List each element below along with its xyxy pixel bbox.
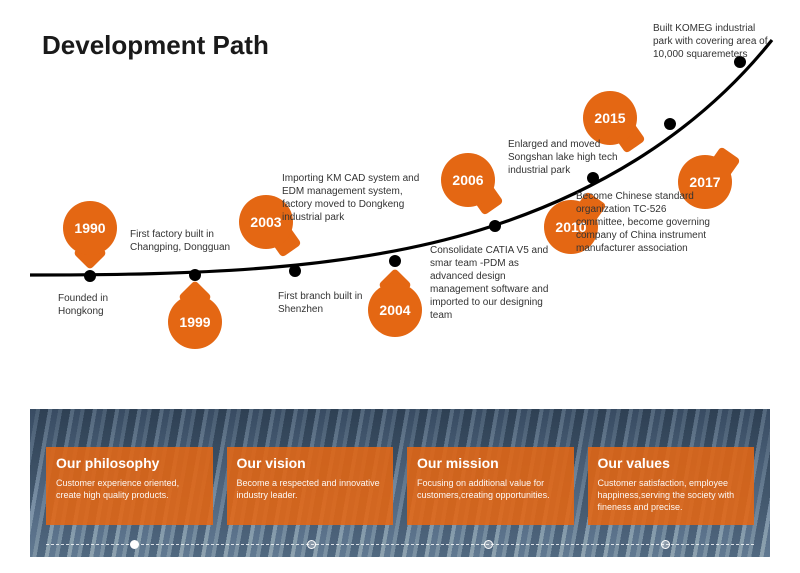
footer-banner: Our philosophy Customer experience orient… <box>30 409 770 557</box>
timeline-pin-1990: 1990 <box>63 201 117 255</box>
carousel-dots <box>46 537 754 551</box>
value-card-title: Our mission <box>417 455 564 471</box>
pin-year-label: 1990 <box>63 201 117 255</box>
timeline-description: Consolidate CATIA V5 and smar team -PDM … <box>430 244 558 322</box>
timeline-node <box>664 118 676 130</box>
timeline-description: Built KOMEG industrial park with coverin… <box>653 22 773 61</box>
value-card-body: Become a respected and innovative indust… <box>237 477 384 501</box>
timeline: 19901999200320042006201020152017 Founded… <box>0 0 800 395</box>
pin-year-label: 2015 <box>583 91 637 145</box>
pin-year-label: 1999 <box>168 295 222 349</box>
value-card-title: Our values <box>598 455 745 471</box>
carousel-dot[interactable] <box>307 540 316 549</box>
timeline-description: First branch built in Shenzhen <box>278 290 378 316</box>
timeline-description: Founded in Hongkong <box>58 292 148 318</box>
value-card-title: Our philosophy <box>56 455 203 471</box>
timeline-pin-2006: 2006 <box>441 153 495 207</box>
carousel-dot[interactable] <box>484 540 493 549</box>
value-card: Our philosophy Customer experience orient… <box>46 447 213 525</box>
value-card: Our vision Become a respected and innovat… <box>227 447 394 525</box>
timeline-node <box>389 255 401 267</box>
timeline-pin-2015: 2015 <box>583 91 637 145</box>
value-card-title: Our vision <box>237 455 384 471</box>
timeline-description: First factory built in Changping, Donggu… <box>130 228 240 254</box>
cards-row: Our philosophy Customer experience orient… <box>46 447 754 525</box>
pin-year-label: 2006 <box>441 153 495 207</box>
page: Development Path 19901999200320042006201… <box>0 0 800 573</box>
value-card-body: Customer satisfaction, employee happines… <box>598 477 745 513</box>
carousel-dot[interactable] <box>130 540 139 549</box>
timeline-node <box>84 270 96 282</box>
timeline-node <box>489 220 501 232</box>
value-card: Our values Customer satisfaction, employe… <box>588 447 755 525</box>
timeline-node <box>189 269 201 281</box>
value-card-body: Focusing on additional value for custome… <box>417 477 564 501</box>
value-card: Our mission Focusing on additional value … <box>407 447 574 525</box>
value-card-body: Customer experience oriented, create hig… <box>56 477 203 501</box>
timeline-description: Become Chinese standard organization TC-… <box>576 190 716 255</box>
timeline-description: Enlarged and moved Songshan lake high te… <box>508 138 628 177</box>
timeline-node <box>289 265 301 277</box>
timeline-description: Importing KM CAD system and EDM manageme… <box>282 172 422 224</box>
timeline-pin-1999: 1999 <box>168 295 222 349</box>
dots-line <box>46 544 754 545</box>
carousel-dot[interactable] <box>661 540 670 549</box>
